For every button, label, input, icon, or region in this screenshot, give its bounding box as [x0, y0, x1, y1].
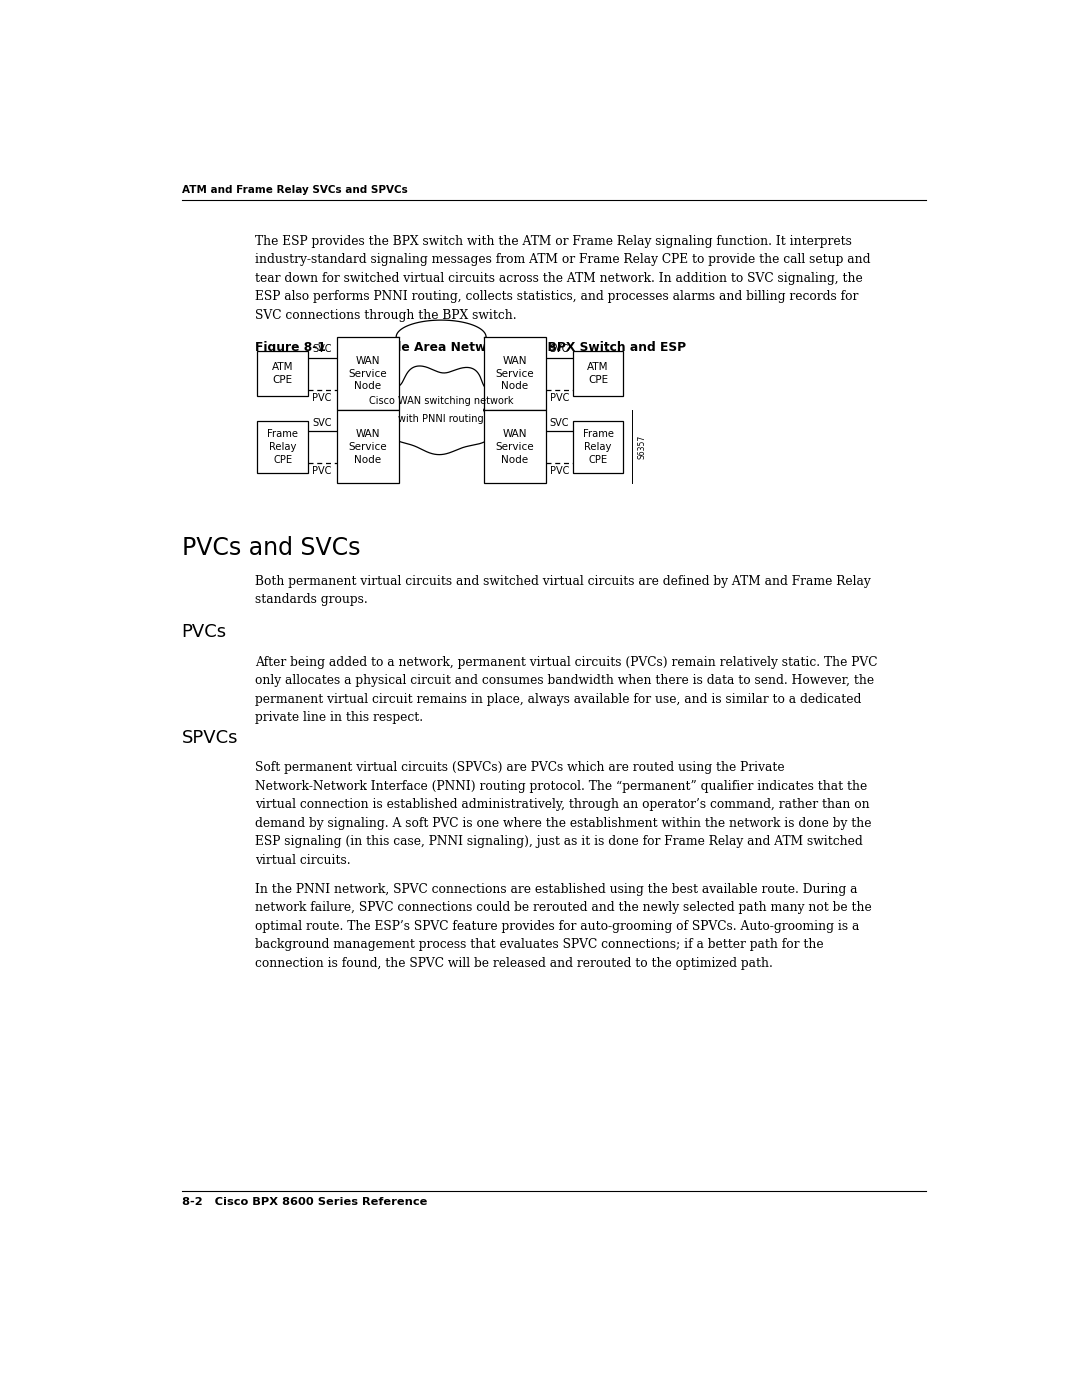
FancyBboxPatch shape — [257, 420, 308, 474]
Text: ATM
CPE: ATM CPE — [588, 362, 609, 386]
Text: 8-2   Cisco BPX 8600 Series Reference: 8-2 Cisco BPX 8600 Series Reference — [181, 1197, 427, 1207]
Text: In the PNNI network, SPVC connections are established using the best available r: In the PNNI network, SPVC connections ar… — [255, 883, 872, 970]
FancyBboxPatch shape — [484, 337, 545, 411]
Text: WAN
Service
Node: WAN Service Node — [496, 356, 535, 391]
Text: PVCs and SVCs: PVCs and SVCs — [181, 536, 360, 560]
Text: Soft permanent virtual circuits (SPVCs) are PVCs which are routed using the Priv: Soft permanent virtual circuits (SPVCs) … — [255, 761, 872, 866]
Text: PVC: PVC — [312, 393, 332, 402]
Text: WAN
Service
Node: WAN Service Node — [348, 429, 387, 465]
Text: SVC: SVC — [312, 418, 332, 427]
Text: Frame
Relay
CPE: Frame Relay CPE — [582, 429, 613, 465]
FancyBboxPatch shape — [257, 351, 308, 395]
Text: WAN
Service
Node: WAN Service Node — [348, 356, 387, 391]
Text: PVC: PVC — [550, 467, 569, 476]
Text: ATM and Frame Relay SVCs and SPVCs: ATM and Frame Relay SVCs and SPVCs — [181, 184, 407, 194]
Text: PVC: PVC — [550, 393, 569, 402]
Text: SVC: SVC — [550, 345, 569, 355]
FancyBboxPatch shape — [484, 411, 545, 483]
FancyBboxPatch shape — [572, 351, 623, 395]
Text: Cisco WAN switching network: Cisco WAN switching network — [369, 395, 513, 407]
FancyBboxPatch shape — [337, 337, 399, 411]
Text: ATM
CPE: ATM CPE — [272, 362, 294, 386]
Text: PVC: PVC — [312, 467, 332, 476]
FancyBboxPatch shape — [572, 420, 623, 474]
Text: The ESP provides the BPX switch with the ATM or Frame Relay signaling function. : The ESP provides the BPX switch with the… — [255, 235, 870, 321]
Text: Wide Area Network with BPX Switch and ESP: Wide Area Network with BPX Switch and ES… — [375, 341, 687, 353]
FancyBboxPatch shape — [337, 411, 399, 483]
Text: Figure 8-1: Figure 8-1 — [255, 341, 326, 353]
Text: WAN
Service
Node: WAN Service Node — [496, 429, 535, 465]
Text: SPVCs: SPVCs — [181, 729, 238, 747]
Text: SVC: SVC — [550, 418, 569, 427]
Text: After being added to a network, permanent virtual circuits (PVCs) remain relativ: After being added to a network, permanen… — [255, 655, 878, 724]
Text: SVC: SVC — [312, 345, 332, 355]
Text: Frame
Relay
CPE: Frame Relay CPE — [267, 429, 298, 465]
Text: Both permanent virtual circuits and switched virtual circuits are defined by ATM: Both permanent virtual circuits and swit… — [255, 576, 870, 606]
Text: S6357: S6357 — [637, 434, 646, 458]
Text: PVCs: PVCs — [181, 623, 227, 641]
Text: with PNNI routing: with PNNI routing — [399, 415, 484, 425]
